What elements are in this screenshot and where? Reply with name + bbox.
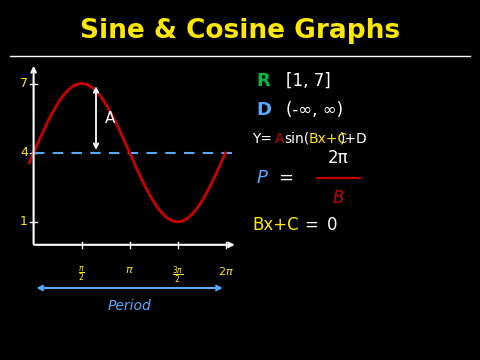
Text: A: A [105, 111, 115, 126]
Text: 0: 0 [326, 216, 337, 234]
Text: [1, 7]: [1, 7] [286, 72, 330, 90]
Text: Period: Period [108, 299, 152, 313]
Text: 4: 4 [20, 146, 28, 159]
Text: P: P [257, 169, 268, 187]
Text: (-∞, ∞): (-∞, ∞) [286, 101, 343, 119]
Text: A: A [275, 132, 285, 145]
Text: Bx+C: Bx+C [252, 216, 299, 234]
Text: $\frac{3\pi}{2}$: $\frac{3\pi}{2}$ [172, 265, 183, 286]
Text: Y=: Y= [252, 132, 272, 145]
Text: )+D: )+D [340, 132, 368, 145]
Text: D: D [257, 101, 272, 119]
Text: $2\pi$: $2\pi$ [217, 265, 234, 276]
Text: B: B [333, 189, 344, 207]
Text: sin(: sin( [285, 132, 310, 145]
Text: Sine & Cosine Graphs: Sine & Cosine Graphs [80, 18, 400, 44]
Text: Bx+C: Bx+C [309, 132, 348, 145]
Text: 1: 1 [20, 215, 28, 228]
Text: 2π: 2π [328, 149, 349, 167]
Text: =: = [278, 169, 293, 187]
Text: 7: 7 [20, 77, 28, 90]
Text: $\pi$: $\pi$ [125, 265, 134, 275]
Text: $\frac{\pi}{2}$: $\frac{\pi}{2}$ [78, 265, 85, 283]
Text: =: = [305, 216, 324, 234]
Text: R: R [257, 72, 271, 90]
